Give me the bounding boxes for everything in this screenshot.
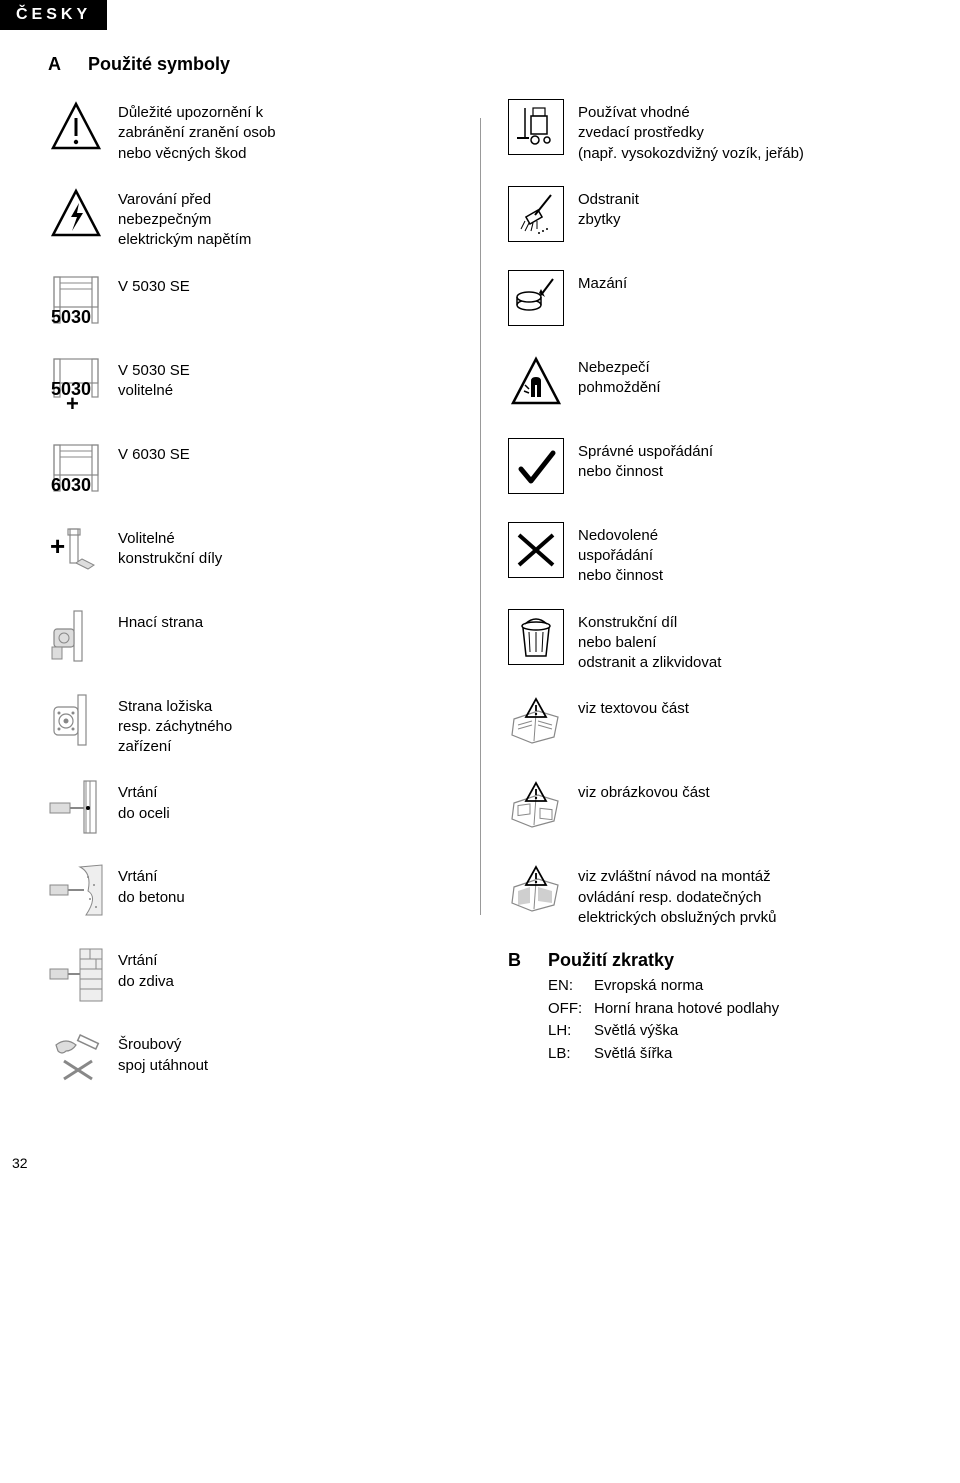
symbol-row: Konstrukční dílnebo baleníodstranit a zl…	[508, 609, 912, 674]
symbol-row: Správné uspořádánínebo činnost	[508, 438, 912, 500]
drill-steel-icon	[48, 779, 104, 835]
symbol-text: viz zvláštní návod na montážovládání res…	[578, 863, 776, 928]
drill-concrete-icon	[48, 863, 104, 919]
section-b: B Použití zkratky EN:Evropská norma OFF:…	[508, 950, 912, 1065]
door-5030-icon: 5030	[48, 273, 104, 329]
left-column: Důležité upozornění kzabránění zranění o…	[48, 99, 480, 1115]
symbol-text: V 5030 SE	[118, 273, 190, 297]
abbrev-row: OFF:Horní hrana hotové podlahy	[548, 998, 779, 1021]
section-b-title: Použití zkratky	[548, 950, 779, 971]
symbol-row: Hnací strana	[48, 609, 480, 671]
check-icon	[508, 438, 564, 494]
symbol-row: viz obrázkovou část	[508, 779, 912, 841]
manual-image-icon	[508, 779, 564, 835]
section-a-label: A	[48, 54, 88, 75]
drill-brick-icon	[48, 947, 104, 1003]
symbol-row: Vrtánído betonu	[48, 863, 480, 925]
svg-text:5030: 5030	[51, 307, 91, 327]
symbol-row: viz textovou část	[508, 695, 912, 757]
abbrev-key: LB:	[548, 1043, 594, 1066]
symbol-row: Vrtánído oceli	[48, 779, 480, 841]
crush-hazard-icon	[508, 354, 564, 410]
symbol-text: Důležité upozornění kzabránění zranění o…	[118, 99, 276, 164]
symbol-row: 5030+ V 5030 SEvolitelné	[48, 357, 480, 419]
symbol-text: Nebezpečípohmoždění	[578, 354, 661, 399]
page-number: 32	[12, 1155, 960, 1171]
symbol-text: Hnací strana	[118, 609, 203, 633]
brush-icon	[508, 186, 564, 242]
abbrev-val: Horní hrana hotové podlahy	[594, 998, 779, 1021]
symbol-row: 5030 V 5030 SE	[48, 273, 480, 335]
symbol-row: Šroubovýspoj utáhnout	[48, 1031, 480, 1093]
symbol-text: Mazání	[578, 270, 627, 294]
svg-text:+: +	[50, 531, 65, 561]
symbol-text: Vrtánído betonu	[118, 863, 185, 908]
abbrev-val: Světlá výška	[594, 1020, 678, 1043]
symbol-text: V 5030 SEvolitelné	[118, 357, 190, 402]
column-divider	[480, 118, 481, 915]
abbrev-key: EN:	[548, 975, 594, 998]
language-label: ČESKY	[0, 0, 107, 30]
symbol-row: Odstranitzbytky	[508, 186, 912, 248]
forklift-icon	[508, 99, 564, 155]
cross-icon	[508, 522, 564, 578]
symbol-row: Mazání	[508, 270, 912, 332]
abbrev-list: EN:Evropská norma OFF:Horní hrana hotové…	[548, 975, 779, 1065]
symbol-text: Nedovolenéuspořádánínebo činnost	[578, 522, 663, 587]
symbol-text: Šroubovýspoj utáhnout	[118, 1031, 208, 1076]
section-a-title: Použité symboly	[88, 54, 230, 75]
right-column: Používat vhodnézvedací prostředky(např. …	[480, 99, 912, 1115]
section-b-label: B	[508, 950, 548, 971]
symbol-text: Správné uspořádánínebo činnost	[578, 438, 713, 483]
manual-text-icon	[508, 695, 564, 751]
abbrev-key: OFF:	[548, 998, 594, 1021]
symbol-text: Strana ložiskaresp. záchytnéhozařízení	[118, 693, 232, 758]
door-5030-plus-icon: 5030+	[48, 357, 104, 413]
grease-icon	[508, 270, 564, 326]
symbol-row: Vrtánído zdiva	[48, 947, 480, 1009]
symbol-row: Varování přednebezpečnýmelektrickým napě…	[48, 186, 480, 251]
symbol-text: Používat vhodnézvedací prostředky(např. …	[578, 99, 804, 164]
symbol-text: V 6030 SE	[118, 441, 190, 465]
electric-icon	[48, 186, 104, 242]
abbrev-row: LH:Světlá výška	[548, 1020, 779, 1043]
trash-icon	[508, 609, 564, 665]
abbrev-row: LB:Světlá šířka	[548, 1043, 779, 1066]
symbol-text: Vrtánído zdiva	[118, 947, 174, 992]
symbol-text: Vrtánído oceli	[118, 779, 170, 824]
page-content: A Použité symboly Důležité upozornění kz…	[0, 30, 960, 1135]
svg-text:6030: 6030	[51, 475, 91, 495]
abbrev-key: LH:	[548, 1020, 594, 1043]
manual-special-icon	[508, 863, 564, 919]
svg-text:+: +	[66, 391, 79, 413]
symbol-text: viz textovou část	[578, 695, 689, 719]
symbol-text: viz obrázkovou část	[578, 779, 710, 803]
symbol-row: viz zvláštní návod na montážovládání res…	[508, 863, 912, 928]
symbol-row: Důležité upozornění kzabránění zranění o…	[48, 99, 480, 164]
symbol-row: Nebezpečípohmoždění	[508, 354, 912, 416]
section-a-header: A Použité symboly	[48, 54, 912, 75]
symbol-row: Používat vhodnézvedací prostředky(např. …	[508, 99, 912, 164]
abbrev-row: EN:Evropská norma	[548, 975, 779, 998]
abbrev-val: Světlá šířka	[594, 1043, 672, 1066]
symbol-row: Nedovolenéuspořádánínebo činnost	[508, 522, 912, 587]
optional-parts-icon: +	[48, 525, 104, 581]
symbol-row: + Volitelnékonstrukční díly	[48, 525, 480, 587]
warning-icon	[48, 99, 104, 155]
motor-icon	[48, 609, 104, 665]
bearing-icon	[48, 693, 104, 749]
language-header: ČESKY	[0, 0, 960, 30]
wrench-tighten-icon	[48, 1031, 104, 1087]
symbol-row: Strana ložiskaresp. záchytnéhozařízení	[48, 693, 480, 758]
symbol-text: Konstrukční dílnebo baleníodstranit a zl…	[578, 609, 721, 674]
symbol-text: Volitelnékonstrukční díly	[118, 525, 222, 570]
symbol-row: 6030 V 6030 SE	[48, 441, 480, 503]
symbol-text: Odstranitzbytky	[578, 186, 639, 231]
door-6030-icon: 6030	[48, 441, 104, 497]
symbol-text: Varování přednebezpečnýmelektrickým napě…	[118, 186, 251, 251]
abbrev-val: Evropská norma	[594, 975, 703, 998]
